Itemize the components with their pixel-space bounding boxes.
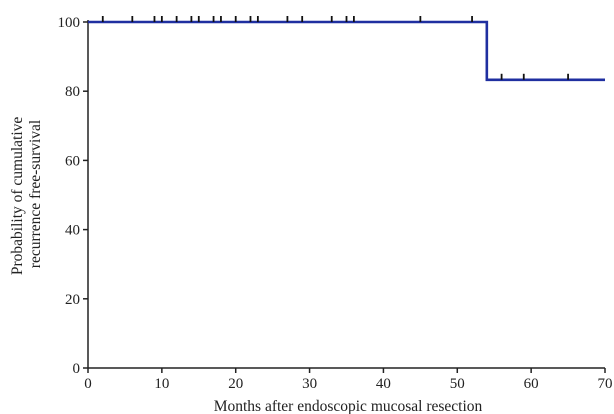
- censor-marks: [101, 16, 569, 80]
- x-axis-label: Months after endoscopic mucosal resectio…: [214, 398, 483, 414]
- x-tick-label-70: 70: [598, 376, 613, 392]
- axes: [87, 20, 605, 369]
- y-axis-label: Probability of cumulative recurrence fre…: [9, 113, 44, 275]
- y-tick-label-100: 100: [58, 15, 81, 31]
- x-tick-label-20: 20: [228, 376, 243, 392]
- x-tick-label-10: 10: [154, 376, 169, 392]
- y-tick-label-0: 0: [73, 361, 81, 377]
- x-ticks: 0 10 20 30 40 50 60 70: [84, 368, 613, 392]
- x-tick-label-60: 60: [524, 376, 539, 392]
- y-tick-label-60: 60: [65, 153, 80, 169]
- y-axis-label-line-2: recurrence free-survival: [27, 120, 44, 268]
- y-tick-label-40: 40: [65, 223, 80, 239]
- x-tick-label-50: 50: [450, 376, 465, 392]
- series-layer: [88, 20, 605, 82]
- y-tick-label-80: 80: [65, 84, 80, 100]
- y-ticks: 0 20 40 60 80 100: [58, 15, 88, 377]
- x-tick-label-30: 30: [302, 376, 317, 392]
- survival-step-line: [88, 20, 605, 82]
- x-tick-label-40: 40: [376, 376, 391, 392]
- y-axis-label-line-1: Probability of cumulative: [9, 117, 26, 276]
- y-tick-label-20: 20: [65, 292, 80, 308]
- x-tick-label-0: 0: [84, 376, 92, 392]
